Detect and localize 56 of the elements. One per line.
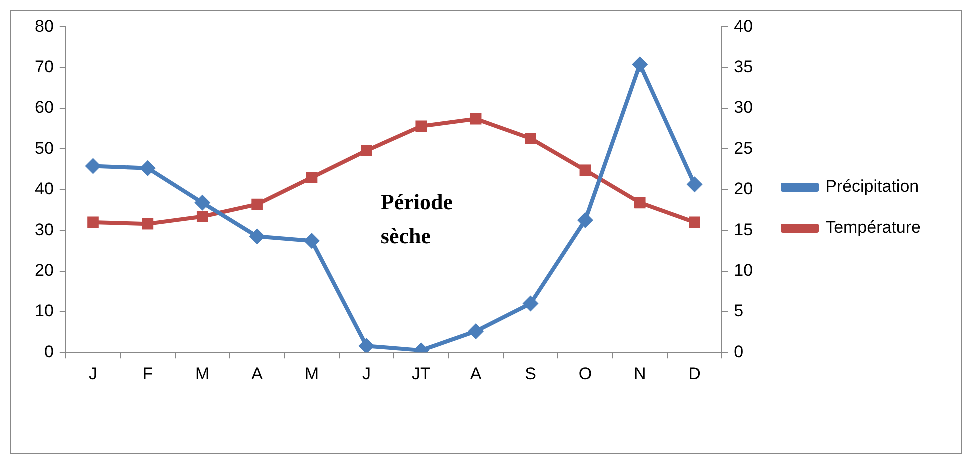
- y-tick-label: 10: [34, 302, 54, 321]
- y2-tick-label: 20: [734, 180, 754, 199]
- point: [634, 197, 646, 209]
- point: [358, 338, 375, 353]
- point: [580, 164, 592, 176]
- point: [140, 160, 156, 176]
- y-tick-label: 50: [34, 138, 54, 158]
- legend-label: Température: [826, 218, 922, 238]
- x-tick-label: M: [304, 364, 320, 384]
- point: [361, 145, 372, 157]
- x-tick-label: S: [525, 364, 536, 384]
- x-tick-label: JT: [412, 364, 431, 384]
- y-tick-label: 30: [34, 220, 54, 240]
- y2-tick-label: 10: [734, 260, 754, 280]
- x-tick-label: M: [196, 364, 210, 384]
- point: [88, 216, 99, 228]
- legend-label: Précipitation: [826, 177, 920, 196]
- x-tick-label: O: [578, 364, 592, 384]
- point: [249, 228, 266, 245]
- y2-tick-label: 5: [734, 302, 744, 321]
- x-tick-label: J: [362, 364, 371, 384]
- y-tick-label: 60: [34, 98, 54, 118]
- point: [252, 198, 263, 210]
- point: [470, 113, 482, 125]
- x-tick-label: J: [89, 364, 98, 384]
- point: [686, 176, 703, 193]
- y-tick-label: 80: [34, 16, 54, 36]
- y-tick-label: 20: [34, 260, 54, 280]
- point: [468, 323, 484, 340]
- point: [525, 132, 536, 144]
- point: [194, 194, 211, 211]
- point: [142, 218, 154, 230]
- x-tick-label: F: [142, 364, 154, 384]
- point: [304, 233, 320, 250]
- point: [522, 296, 539, 312]
- point: [632, 56, 648, 73]
- y2-tick-label: 15: [734, 220, 754, 240]
- y-tick-label: 70: [34, 58, 54, 77]
- y2-tick-label: 0: [734, 342, 744, 362]
- y-tick-label: 40: [34, 180, 54, 199]
- point: [196, 211, 208, 222]
- point: [416, 120, 428, 132]
- point: [306, 172, 318, 184]
- point: [85, 158, 102, 174]
- x-tick-label: A: [252, 364, 264, 384]
- y2-tick-label: 40: [734, 16, 754, 36]
- y2-tick-label: 30: [734, 98, 754, 118]
- annotation: Période sèche: [380, 189, 454, 248]
- point: [689, 216, 700, 228]
- y2-tick-label: 25: [734, 138, 754, 158]
- y-tick-label: 0: [44, 342, 54, 362]
- y2-tick-label: 35: [734, 58, 754, 77]
- x-tick-label: D: [688, 364, 701, 384]
- x-tick-label: A: [470, 364, 482, 384]
- point: [577, 212, 594, 228]
- x-tick-label: N: [634, 364, 646, 384]
